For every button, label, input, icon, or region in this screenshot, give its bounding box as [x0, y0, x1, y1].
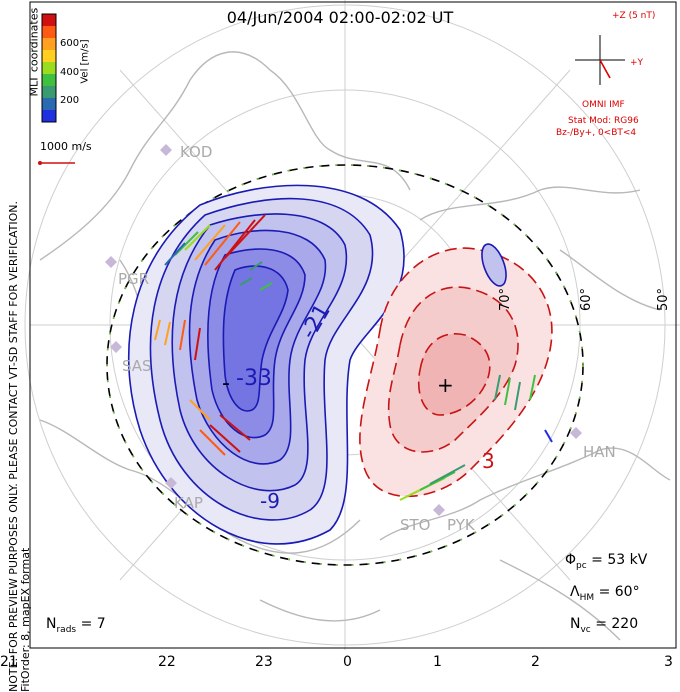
lat-label-60: 60° [579, 287, 595, 312]
colorbar-frame [41, 13, 57, 123]
colorbar-tick-600: 600 [60, 38, 80, 49]
stat-n-vc-value: = 220 [595, 616, 639, 632]
stat-lambda-hm-value: = 60° [598, 584, 640, 600]
stat-n-rads: Nrads = 7 [46, 616, 106, 635]
mlt-tick-3: 3 [664, 654, 673, 670]
stat-phi-pc-value: = 53 kV [591, 552, 648, 568]
preview-note: NOTE: FOR PREVIEW PURPOSES ONLY. PLEASE … [7, 52, 32, 692]
colorbar-tick-400: 400 [60, 67, 80, 78]
colorbar-swatch [42, 26, 56, 39]
mlt-tick-0: 0 [343, 654, 352, 670]
stat-lambda-hm: ΛHM = 60° [570, 584, 640, 603]
colorbar-swatch [42, 74, 56, 87]
stat-n-vc: Nvc = 220 [570, 616, 639, 635]
station-pgr: PGR [118, 270, 150, 288]
scale-vector-label: 1000 m/s [40, 140, 92, 153]
imf-condition: Bz-/By+, 0<BT<4 [556, 128, 637, 138]
colorbar-swatch [42, 50, 56, 63]
station-markers [105, 144, 582, 516]
stat-n-rads-value: = 7 [80, 616, 106, 632]
colorbar-swatch [42, 38, 56, 51]
mlt-tick-2: 2 [531, 654, 540, 670]
station-sto: STO [400, 516, 431, 534]
imf-vector [599, 59, 611, 79]
potential-max-marker: + [437, 373, 454, 397]
mlt-tick-23: 23 [255, 654, 273, 670]
velocity-colorbar [41, 13, 57, 123]
colorbar-title: Vel [m/s] [79, 39, 91, 84]
mlt-tick-21: 21 [0, 654, 18, 670]
dusk-convection-cell [127, 184, 405, 545]
hm-boundary-dots [106, 164, 584, 566]
station-kap: KAP [174, 494, 203, 512]
station-kod: KOD [180, 143, 213, 161]
station-han: HAN [583, 443, 616, 461]
imf-model: Stat Mod: RG96 [568, 116, 639, 126]
colorbar-swatch [42, 86, 56, 99]
lat-label-70: 70° [498, 287, 514, 312]
colorbar-tick-200: 200 [60, 95, 80, 106]
contour-label-minus9: -9 [260, 489, 280, 513]
velocity-vectors [154, 214, 553, 501]
map-title: 04/Jun/2004 02:00-02:02 UT [226, 8, 454, 27]
contour-label-3: 3 [482, 449, 495, 473]
mlt-tick-1: 1 [433, 654, 442, 670]
colorbar-swatch [42, 110, 56, 123]
colorbar-swatch [42, 62, 56, 75]
coordinate-label: MLT coordinates [27, 7, 41, 97]
small-dusk-island [481, 243, 507, 287]
potential-min-marker: - [222, 371, 230, 396]
station-sas: SAS [122, 357, 152, 375]
imf-source: OMNI IMF [582, 100, 625, 110]
colorbar-swatch [42, 98, 56, 111]
contour-label-minus33: -33 [236, 366, 272, 391]
imf-y-label: +Y [630, 58, 644, 68]
mlt-tick-22: 22 [158, 654, 176, 670]
station-pyk: PYK [447, 516, 475, 534]
imf-z-label: +Z (5 nT) [612, 11, 656, 21]
lat-label-50: 50° [656, 287, 672, 312]
fit-order-line: FitOrder: 8, mapEX format [19, 547, 32, 692]
dawn-convection-cell [359, 247, 553, 498]
colorbar-swatch [42, 14, 56, 27]
scale-vector-origin [38, 161, 42, 165]
stat-phi-pc: Φpc = 53 kV [565, 552, 648, 571]
convection-map: - + -33 -21 -9 3 [24, 0, 680, 650]
plot-frame [29, 1, 677, 649]
